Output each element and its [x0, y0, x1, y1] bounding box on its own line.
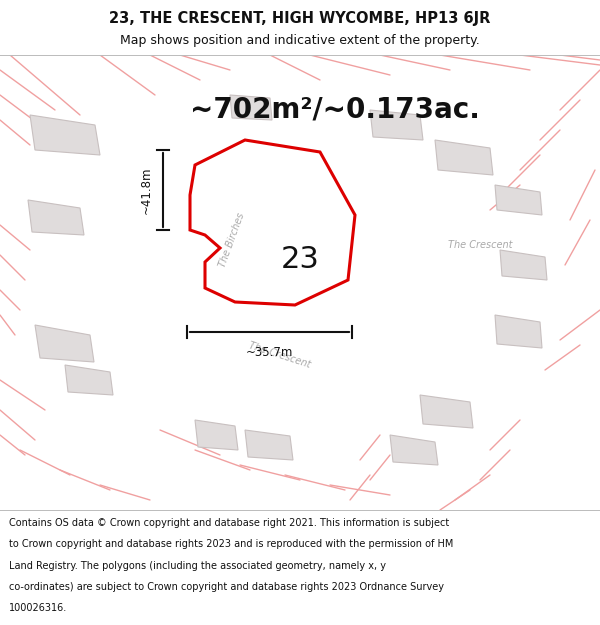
Text: The Crescent: The Crescent	[448, 240, 512, 250]
Text: 23: 23	[281, 246, 319, 274]
Text: Contains OS data © Crown copyright and database right 2021. This information is : Contains OS data © Crown copyright and d…	[9, 518, 449, 528]
Polygon shape	[435, 140, 493, 175]
Polygon shape	[420, 395, 473, 428]
Text: ~35.7m: ~35.7m	[246, 346, 293, 359]
Text: 100026316.: 100026316.	[9, 603, 67, 613]
Text: ~702m²/~0.173ac.: ~702m²/~0.173ac.	[190, 95, 480, 123]
Polygon shape	[495, 315, 542, 348]
Text: co-ordinates) are subject to Crown copyright and database rights 2023 Ordnance S: co-ordinates) are subject to Crown copyr…	[9, 582, 444, 592]
Text: The Crescent: The Crescent	[248, 340, 312, 370]
Text: ~41.8m: ~41.8m	[140, 166, 153, 214]
Polygon shape	[370, 110, 423, 140]
Text: 23, THE CRESCENT, HIGH WYCOMBE, HP13 6JR: 23, THE CRESCENT, HIGH WYCOMBE, HP13 6JR	[109, 11, 491, 26]
Polygon shape	[195, 420, 238, 450]
Text: Land Registry. The polygons (including the associated geometry, namely x, y: Land Registry. The polygons (including t…	[9, 561, 386, 571]
Polygon shape	[190, 140, 355, 305]
Polygon shape	[35, 325, 94, 362]
Polygon shape	[65, 365, 113, 395]
Polygon shape	[30, 115, 100, 155]
Text: to Crown copyright and database rights 2023 and is reproduced with the permissio: to Crown copyright and database rights 2…	[9, 539, 454, 549]
Text: The Birches: The Birches	[217, 211, 247, 269]
Polygon shape	[495, 185, 542, 215]
Polygon shape	[245, 430, 293, 460]
Polygon shape	[500, 250, 547, 280]
Text: Map shows position and indicative extent of the property.: Map shows position and indicative extent…	[120, 34, 480, 47]
Polygon shape	[390, 435, 438, 465]
Polygon shape	[28, 200, 84, 235]
Polygon shape	[230, 95, 272, 120]
